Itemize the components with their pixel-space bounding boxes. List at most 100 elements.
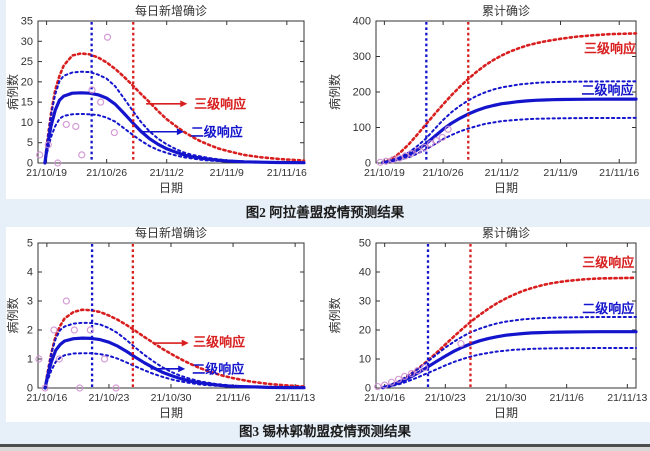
- y-tick-label: 0: [365, 383, 371, 395]
- observed-point: [407, 369, 416, 378]
- chart-title: 每日新增确诊: [135, 227, 207, 240]
- y-tick-label: 20: [359, 325, 371, 337]
- series-二级响应: [43, 91, 306, 165]
- x-tick-label: 21/11/2: [485, 167, 519, 179]
- series-二级响应下界: [43, 112, 305, 164]
- y-tick-label: 30: [359, 296, 371, 308]
- y-tick-label: 5: [27, 137, 33, 149]
- observed-point: [432, 137, 440, 145]
- y-tick-label: 0: [365, 158, 371, 170]
- chart-title: 累计确诊: [482, 227, 530, 240]
- x-tick-label: 21/11/13: [275, 392, 315, 404]
- observed-point: [112, 384, 120, 392]
- y-tick-label: 200: [353, 87, 371, 99]
- observed-point: [381, 381, 389, 389]
- annotation-arrow-head: [178, 365, 186, 373]
- x-tick-label: 21/10/16: [26, 392, 67, 404]
- y-tick-label: 100: [353, 122, 371, 134]
- observed-point: [86, 326, 94, 334]
- x-tick-label: 21/11/16: [267, 167, 307, 179]
- y-tick-label: 300: [353, 51, 371, 63]
- annotation-二级响应: 二级响应: [582, 301, 634, 316]
- x-tick-label: 21/10/19: [364, 167, 405, 179]
- observed-point: [426, 140, 435, 148]
- observed-point: [401, 152, 409, 160]
- observed-point: [400, 372, 409, 380]
- plot-box: [375, 20, 637, 164]
- y-tick-label: 30: [21, 36, 33, 48]
- observed-point: [421, 143, 429, 151]
- observed-point: [407, 149, 415, 158]
- y-tick-label: 2: [27, 325, 33, 337]
- x-tick-label: 21/10/30: [486, 392, 527, 404]
- y-tick-label: 1: [27, 354, 33, 366]
- observed-point: [54, 159, 62, 167]
- x-tick-label: 21/10/23: [425, 392, 466, 404]
- y-tick-label: 25: [21, 56, 33, 68]
- observed-point: [420, 364, 429, 372]
- observed-point: [50, 326, 58, 334]
- annotation-三级响应: 三级响应: [193, 335, 245, 350]
- figure-xilingol: 每日新增确诊日期 病例数 21/10/16 21/10/23 21/10/30 21/11…: [6, 227, 650, 422]
- x-tick-label: 21/11/16: [599, 167, 639, 179]
- observed-point: [76, 384, 84, 392]
- x-tick-label: 21/10/30: [151, 392, 192, 404]
- observed-point: [100, 355, 109, 363]
- annotation-arrow-head: [181, 339, 189, 347]
- observed-point: [88, 86, 96, 94]
- y-tick-label: 20: [21, 76, 33, 88]
- y-axis-label: 病例数: [6, 297, 20, 333]
- annotation-arrow-head: [180, 100, 188, 108]
- series-二级响应下界: [44, 352, 305, 389]
- y-axis-label: 病例数: [328, 74, 342, 110]
- series-三级响应: [43, 308, 306, 390]
- series-二级响应下界: [381, 347, 637, 389]
- series-三级响应: [43, 52, 306, 165]
- x-tick-label: 21/11/6: [216, 392, 250, 404]
- y-tick-label: 10: [21, 117, 33, 129]
- y-tick-label: 50: [359, 238, 371, 250]
- y-tick-label: 15: [21, 97, 33, 109]
- y-tick-label: 10: [359, 354, 371, 366]
- observed-point: [62, 297, 70, 305]
- observed-point: [389, 156, 397, 164]
- observed-point: [103, 33, 112, 41]
- y-tick-label: 4: [27, 267, 33, 279]
- page-bottom-rule: [0, 444, 650, 451]
- x-tick-label: 21/11/2: [150, 167, 184, 179]
- observed-point: [36, 151, 44, 159]
- observed-point: [44, 141, 52, 149]
- y-axis-label: 病例数: [6, 74, 20, 110]
- x-tick-label: 21/10/16: [364, 392, 405, 404]
- observed-point: [438, 133, 446, 142]
- x-tick-label: 21/10/23: [88, 392, 129, 404]
- annotation-三级响应: 三级响应: [194, 96, 246, 111]
- y-tick-label: 0: [27, 383, 33, 395]
- x-tick-label: 21/10/26: [86, 167, 127, 179]
- observed-point: [457, 340, 465, 348]
- annotation-三级响应: 三级响应: [582, 255, 634, 270]
- annotation-二级响应: 二级响应: [191, 124, 243, 139]
- x-tick-label: 21/11/13: [607, 392, 647, 404]
- observed-point: [387, 378, 396, 386]
- annotation-arrow-head: [176, 128, 184, 136]
- y-tick-label: 5: [27, 238, 33, 250]
- annotation-二级响应: 二级响应: [192, 361, 244, 376]
- x-tick-label: 21/11/6: [550, 392, 584, 404]
- x-axis-label: 日期: [494, 406, 518, 420]
- annotation-三级响应: 三级响应: [584, 41, 636, 56]
- observed-point: [41, 384, 49, 392]
- plot-box: [37, 242, 305, 389]
- observed-point: [394, 375, 403, 383]
- series-三级响应: [381, 32, 638, 164]
- figure-alxa: 每日新增确诊 日期 病例数 21/10/19 21/10/26 21/11/2 21/11/…: [6, 0, 650, 199]
- x-tick-label: 21/11/9: [543, 167, 577, 179]
- observed-point: [70, 326, 78, 334]
- observed-point: [110, 128, 118, 137]
- x-tick-label: 21/11/9: [210, 167, 244, 179]
- y-axis-label: 病例数: [328, 297, 342, 333]
